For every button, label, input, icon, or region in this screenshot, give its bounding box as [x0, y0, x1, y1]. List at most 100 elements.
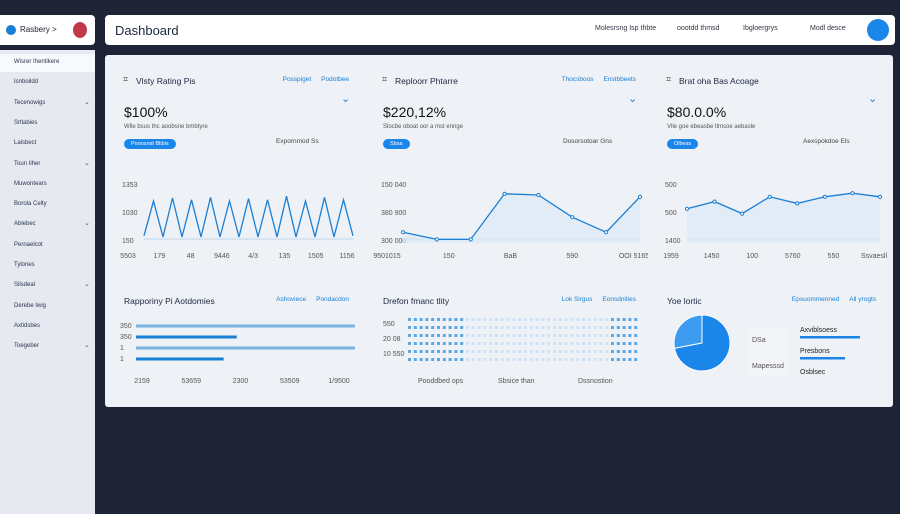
dot: [535, 318, 539, 321]
nav-item[interactable]: Tecenowigs ⌄: [0, 95, 95, 113]
dot: [529, 334, 533, 337]
pill[interactable]: Pooosnst Blibis: [124, 139, 176, 149]
dot: [605, 350, 609, 353]
dot: [471, 326, 475, 329]
dot: [466, 318, 469, 321]
tab[interactable]: Epsuommenned: [791, 296, 840, 303]
dot: [471, 350, 475, 353]
tabs: Epsuommenned All yrogts: [792, 296, 876, 303]
tab[interactable]: Thocsboos: [561, 76, 594, 83]
nav-label: Toegeber: [14, 343, 40, 350]
dot: [634, 318, 638, 321]
dot: [506, 358, 510, 361]
dot: [460, 342, 464, 345]
chart: 150 040 380 900 300 000 9501015 150 BaB 590 OOI…: [373, 182, 648, 260]
bar: [136, 324, 355, 328]
header-link[interactable]: Ibgloergrys: [743, 25, 778, 32]
nav-item[interactable]: Axtidsbes: [0, 318, 95, 336]
card-chevron[interactable]: ⌄: [868, 93, 878, 105]
nav-item[interactable]: Isnboildd: [0, 74, 95, 92]
x-axis-label: OOI 5165: [619, 253, 648, 260]
card-subtitle: Slocbe oboat oor a mst ennge: [383, 124, 464, 130]
dot: [634, 358, 638, 361]
point: [400, 230, 406, 235]
dot: [512, 326, 516, 329]
pill[interactable]: Sbsa: [383, 139, 410, 149]
dot: [634, 326, 638, 329]
dot: [454, 326, 458, 329]
point: [468, 237, 473, 242]
dot: [448, 334, 452, 337]
dot: [442, 318, 446, 321]
nav-item[interactable]: Borola Celty: [0, 196, 95, 214]
tab[interactable]: Enstbbeets: [603, 76, 636, 83]
tab[interactable]: Eonsdnities: [602, 296, 636, 303]
dot: [547, 326, 551, 329]
dot: [448, 358, 452, 361]
dot: [489, 342, 493, 345]
dot: [431, 326, 435, 329]
dot: [408, 334, 411, 337]
nav-item[interactable]: Pernaelcot: [0, 237, 95, 255]
dot: [431, 350, 435, 353]
dot: [576, 350, 580, 353]
pill[interactable]: Olbess: [667, 139, 699, 149]
dot: [489, 350, 493, 353]
dot: [437, 326, 440, 329]
footer-label: Pooddbed ops: [418, 378, 464, 385]
dot: [553, 350, 556, 353]
tab[interactable]: Posspiget: [282, 76, 312, 83]
dot: [611, 334, 614, 337]
dot: [605, 326, 609, 329]
tab[interactable]: All yrogts: [849, 296, 876, 303]
dot: [448, 326, 452, 329]
dot: [500, 326, 504, 329]
card: ⌗ Brat oha Bas Acoage ⌄ $80.0.0% Vlle goe eb…: [657, 68, 888, 275]
tab[interactable]: Pondacdon: [316, 296, 349, 303]
dot: [593, 326, 597, 329]
header-link[interactable]: Molesrsng Isp thbte: [595, 25, 657, 32]
nav-item[interactable]: Srtlabies: [0, 115, 95, 133]
dot: [547, 334, 551, 337]
card-title: Brat oha Bas Acoage: [679, 76, 759, 86]
nav-chevron: ⌄: [84, 281, 90, 289]
dot: [576, 358, 580, 361]
x-axis-label: 53659: [182, 378, 202, 385]
header-link[interactable]: Modl desce: [810, 25, 846, 32]
nav-item[interactable]: Derebe Iwig: [0, 298, 95, 316]
nav-item[interactable]: Muwontears: [0, 176, 95, 194]
header-title: Dashboard: [115, 23, 179, 38]
dot: [425, 334, 429, 337]
dot: [425, 342, 429, 345]
x-axis-label: 135: [279, 253, 291, 260]
tab[interactable]: Ashoviece: [276, 296, 307, 303]
nav-item[interactable]: Lalsbect: [0, 135, 95, 153]
dot: [564, 358, 568, 361]
dot: [442, 358, 446, 361]
card-icon: ⌗: [382, 74, 388, 84]
point: [434, 237, 439, 242]
nav-item[interactable]: Toun Iiher ⌄: [0, 156, 95, 174]
avatar[interactable]: [867, 19, 889, 41]
nav-item[interactable]: Toegeber ⌄: [0, 338, 95, 356]
nav-item[interactable]: Silsdeal ⌄: [0, 277, 95, 295]
dot: [431, 358, 435, 361]
nav-item[interactable]: Ablebec ⌄: [0, 216, 95, 234]
dot: [611, 326, 614, 329]
dot: [506, 350, 510, 353]
tab[interactable]: Podotbee: [321, 76, 349, 83]
tab[interactable]: Lok Sirgus: [561, 296, 593, 303]
dot: [558, 326, 562, 329]
dot: [408, 326, 411, 329]
dot: [483, 342, 487, 345]
card-chevron[interactable]: ⌄: [628, 93, 638, 105]
dot: [558, 358, 562, 361]
x-axis-label: 2300: [233, 378, 249, 385]
nav-item[interactable]: Tylones: [0, 257, 95, 275]
card-chevron[interactable]: ⌄: [341, 93, 351, 105]
nav-item[interactable]: Wisrer Ihentikere: [0, 54, 95, 72]
header-link[interactable]: oootdd thmsd: [677, 25, 720, 32]
line: [143, 196, 354, 238]
card-subtitle: Vlle goe ebeasbe tlmsoe aebasle: [667, 124, 756, 130]
y-axis-label: 150: [122, 238, 134, 245]
